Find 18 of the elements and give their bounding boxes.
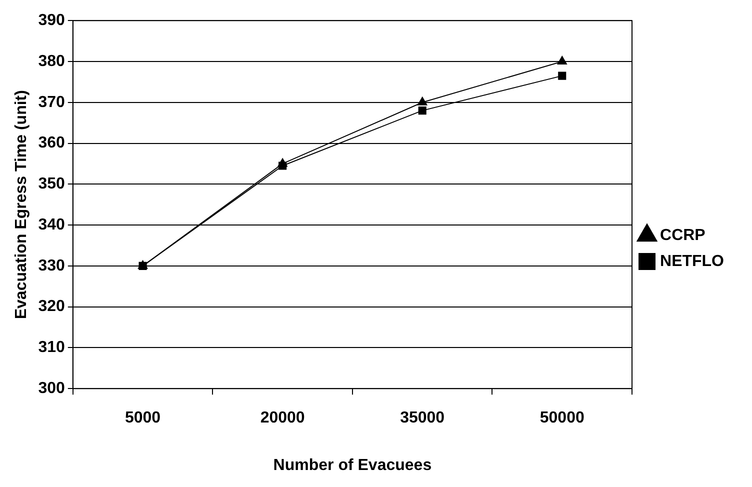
x-tick-label: 5000 <box>124 410 161 427</box>
y-tick-label: 300 <box>38 380 65 398</box>
y-tick-label: 340 <box>38 216 65 234</box>
legend-label: CCRP <box>660 226 706 244</box>
x-tick-label: 20000 <box>260 410 305 427</box>
y-tick-label: 360 <box>38 134 65 152</box>
y-tick-label: 320 <box>38 298 65 316</box>
y-tick-label: 310 <box>38 339 65 356</box>
y-tick-label: 390 <box>38 12 65 30</box>
y-tick-label: 350 <box>38 176 65 193</box>
legend-label: NETFLO <box>660 252 724 270</box>
x-tick-label: 50000 <box>540 410 584 427</box>
x-tick-label: 35000 <box>400 410 445 427</box>
y-axis-title: Evacuation Egress Time (unit) <box>13 90 30 320</box>
y-tick-label: 330 <box>38 257 65 274</box>
y-tick-label: 370 <box>38 94 65 111</box>
x-axis-title: Number of Evacuees <box>273 456 432 474</box>
y-tick-label: 380 <box>38 52 65 70</box>
